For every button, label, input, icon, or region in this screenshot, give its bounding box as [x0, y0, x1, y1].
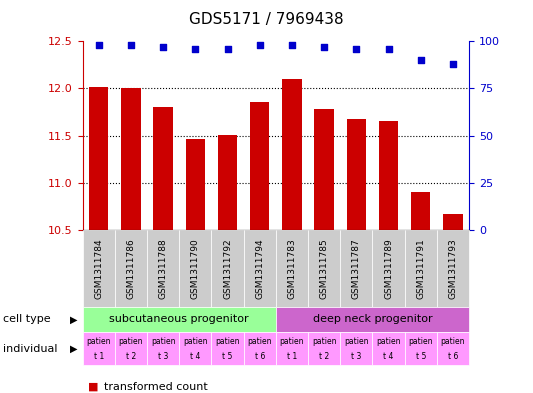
Text: t 6: t 6: [255, 352, 265, 361]
Text: cell type: cell type: [3, 314, 50, 324]
Text: t 3: t 3: [158, 352, 168, 361]
Text: patien: patien: [344, 337, 369, 346]
Text: patien: patien: [119, 337, 143, 346]
Bar: [115, 332, 147, 365]
Text: t 4: t 4: [383, 352, 394, 361]
Text: GSM1311783: GSM1311783: [287, 238, 296, 299]
Bar: [308, 332, 340, 365]
Point: [223, 46, 232, 52]
Text: patien: patien: [408, 337, 433, 346]
Bar: [314, 109, 334, 230]
Text: patien: patien: [215, 337, 240, 346]
Point: [352, 46, 361, 52]
Text: patien: patien: [86, 337, 111, 346]
Text: individual: individual: [3, 344, 57, 354]
Point: [288, 42, 296, 48]
Bar: [282, 79, 302, 230]
Bar: [83, 307, 276, 332]
Text: patien: patien: [376, 337, 401, 346]
Text: GSM1311785: GSM1311785: [320, 238, 329, 299]
Bar: [346, 119, 366, 230]
Bar: [89, 86, 108, 230]
Bar: [218, 135, 237, 230]
Bar: [115, 230, 147, 307]
Point: [159, 44, 167, 50]
Text: ▶: ▶: [70, 344, 77, 354]
Point: [449, 61, 457, 67]
Text: t 6: t 6: [448, 352, 458, 361]
Bar: [244, 230, 276, 307]
Point: [127, 42, 135, 48]
Point: [255, 42, 264, 48]
Bar: [83, 332, 115, 365]
Text: patien: patien: [247, 337, 272, 346]
Bar: [379, 121, 398, 230]
Bar: [437, 332, 469, 365]
Text: GSM1311794: GSM1311794: [255, 238, 264, 299]
Point: [191, 46, 199, 52]
Bar: [179, 332, 212, 365]
Text: t 1: t 1: [287, 352, 297, 361]
Text: t 4: t 4: [190, 352, 200, 361]
Text: GSM1311786: GSM1311786: [126, 238, 135, 299]
Text: GDS5171 / 7969438: GDS5171 / 7969438: [189, 12, 344, 27]
Text: t 2: t 2: [319, 352, 329, 361]
Bar: [83, 230, 115, 307]
Bar: [212, 332, 244, 365]
Text: t 3: t 3: [351, 352, 361, 361]
Bar: [443, 214, 463, 230]
Bar: [250, 102, 269, 230]
Text: GSM1311787: GSM1311787: [352, 238, 361, 299]
Bar: [373, 230, 405, 307]
Bar: [437, 230, 469, 307]
Text: GSM1311789: GSM1311789: [384, 238, 393, 299]
Text: deep neck progenitor: deep neck progenitor: [313, 314, 432, 324]
Bar: [405, 230, 437, 307]
Bar: [154, 107, 173, 230]
Bar: [212, 230, 244, 307]
Bar: [244, 332, 276, 365]
Text: ▶: ▶: [70, 314, 77, 324]
Bar: [340, 230, 373, 307]
Text: t 2: t 2: [126, 352, 136, 361]
Bar: [405, 332, 437, 365]
Bar: [276, 332, 308, 365]
Point: [320, 44, 328, 50]
Text: GSM1311793: GSM1311793: [448, 238, 457, 299]
Bar: [276, 230, 308, 307]
Text: ■: ■: [88, 382, 99, 392]
Text: subcutaneous progenitor: subcutaneous progenitor: [109, 314, 249, 324]
Bar: [121, 88, 141, 230]
Text: GSM1311788: GSM1311788: [159, 238, 167, 299]
Bar: [308, 230, 340, 307]
Point: [384, 46, 393, 52]
Text: patien: patien: [151, 337, 175, 346]
Text: GSM1311790: GSM1311790: [191, 238, 200, 299]
Bar: [411, 192, 430, 230]
Bar: [373, 332, 405, 365]
Text: t 5: t 5: [222, 352, 233, 361]
Text: transformed count: transformed count: [104, 382, 208, 392]
Bar: [179, 230, 212, 307]
Bar: [147, 332, 179, 365]
Text: GSM1311792: GSM1311792: [223, 238, 232, 299]
Bar: [276, 307, 469, 332]
Text: GSM1311784: GSM1311784: [94, 238, 103, 299]
Bar: [185, 140, 205, 230]
Text: patien: patien: [312, 337, 336, 346]
Text: patien: patien: [441, 337, 465, 346]
Point: [416, 57, 425, 63]
Text: t 1: t 1: [94, 352, 104, 361]
Point: [94, 42, 103, 48]
Text: patien: patien: [183, 337, 207, 346]
Bar: [147, 230, 179, 307]
Text: patien: patien: [280, 337, 304, 346]
Text: GSM1311791: GSM1311791: [416, 238, 425, 299]
Text: t 5: t 5: [416, 352, 426, 361]
Bar: [340, 332, 373, 365]
